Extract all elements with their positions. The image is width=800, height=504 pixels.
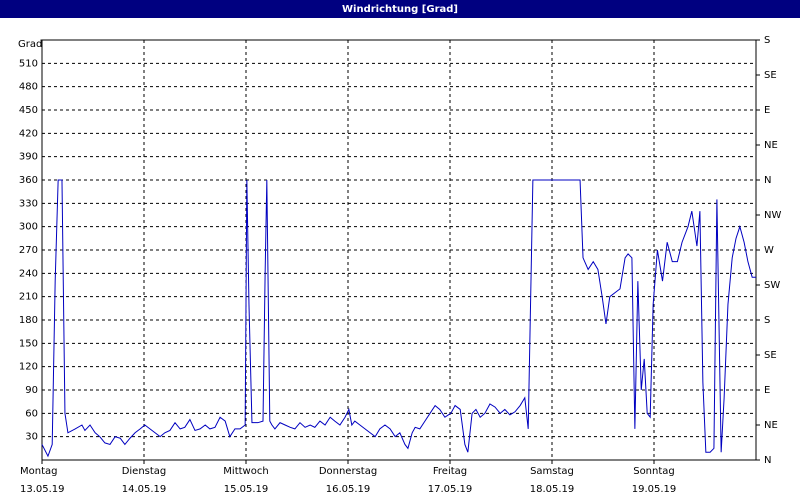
x-tick-label: Dienstag <box>122 466 167 477</box>
y2-tick-label: N <box>764 455 771 466</box>
y-tick-label: 480 <box>19 82 38 93</box>
y2-tick-label: E <box>764 385 770 396</box>
y-axis-label: Grad <box>18 39 42 50</box>
y-tick-label: 210 <box>19 292 38 303</box>
y2-tick-label: SW <box>764 280 780 291</box>
y-tick-label: 150 <box>19 338 38 349</box>
y-tick-label: 420 <box>19 128 38 139</box>
x-tick-label: Donnerstag <box>319 466 377 477</box>
y-tick-label: 120 <box>19 362 38 373</box>
y-tick-label: 30 <box>25 432 38 443</box>
y-tick-label: 240 <box>19 268 38 279</box>
y2-tick-label: NW <box>764 210 781 221</box>
x-tick-label: Freitag <box>433 466 467 477</box>
x-tick-date: 13.05.19 <box>20 484 65 495</box>
y-tick-label: 90 <box>25 385 38 396</box>
y2-tick-label: SE <box>764 350 777 361</box>
chart-title: Windrichtung [Grad] <box>342 4 458 15</box>
x-tick-label: Samstag <box>530 466 574 477</box>
y2-tick-label: NE <box>764 140 778 151</box>
x-tick-date: 14.05.19 <box>122 484 167 495</box>
x-tick-label: Montag <box>20 466 57 477</box>
x-tick-date: 16.05.19 <box>326 484 371 495</box>
y-tick-label: 450 <box>19 105 38 116</box>
y-tick-label: 300 <box>19 222 38 233</box>
y2-tick-label: NE <box>764 420 778 431</box>
data-line <box>41 179 756 458</box>
y-tick-label: 60 <box>25 408 38 419</box>
x-tick-date: 15.05.19 <box>224 484 269 495</box>
y-tick-label: 360 <box>19 175 38 186</box>
y2-tick-label: W <box>764 245 774 256</box>
y2-tick-label: S <box>764 35 770 46</box>
y2-tick-label: SE <box>764 70 777 81</box>
x-tick-label: Sonntag <box>633 466 675 477</box>
y-tick-label: 330 <box>19 198 38 209</box>
x-tick-label: Mittwoch <box>223 466 268 477</box>
y-tick-label: 390 <box>19 152 38 163</box>
y-tick-label: 270 <box>19 245 38 256</box>
y2-tick-label: N <box>764 175 771 186</box>
y2-tick-label: E <box>764 105 770 116</box>
y2-tick-label: S <box>764 315 770 326</box>
title-bar <box>0 0 800 18</box>
x-tick-date: 19.05.19 <box>632 484 677 495</box>
y-tick-label: 180 <box>19 315 38 326</box>
x-tick-date: 18.05.19 <box>530 484 575 495</box>
x-tick-date: 17.05.19 <box>428 484 473 495</box>
y-tick-label: 510 <box>19 58 38 69</box>
